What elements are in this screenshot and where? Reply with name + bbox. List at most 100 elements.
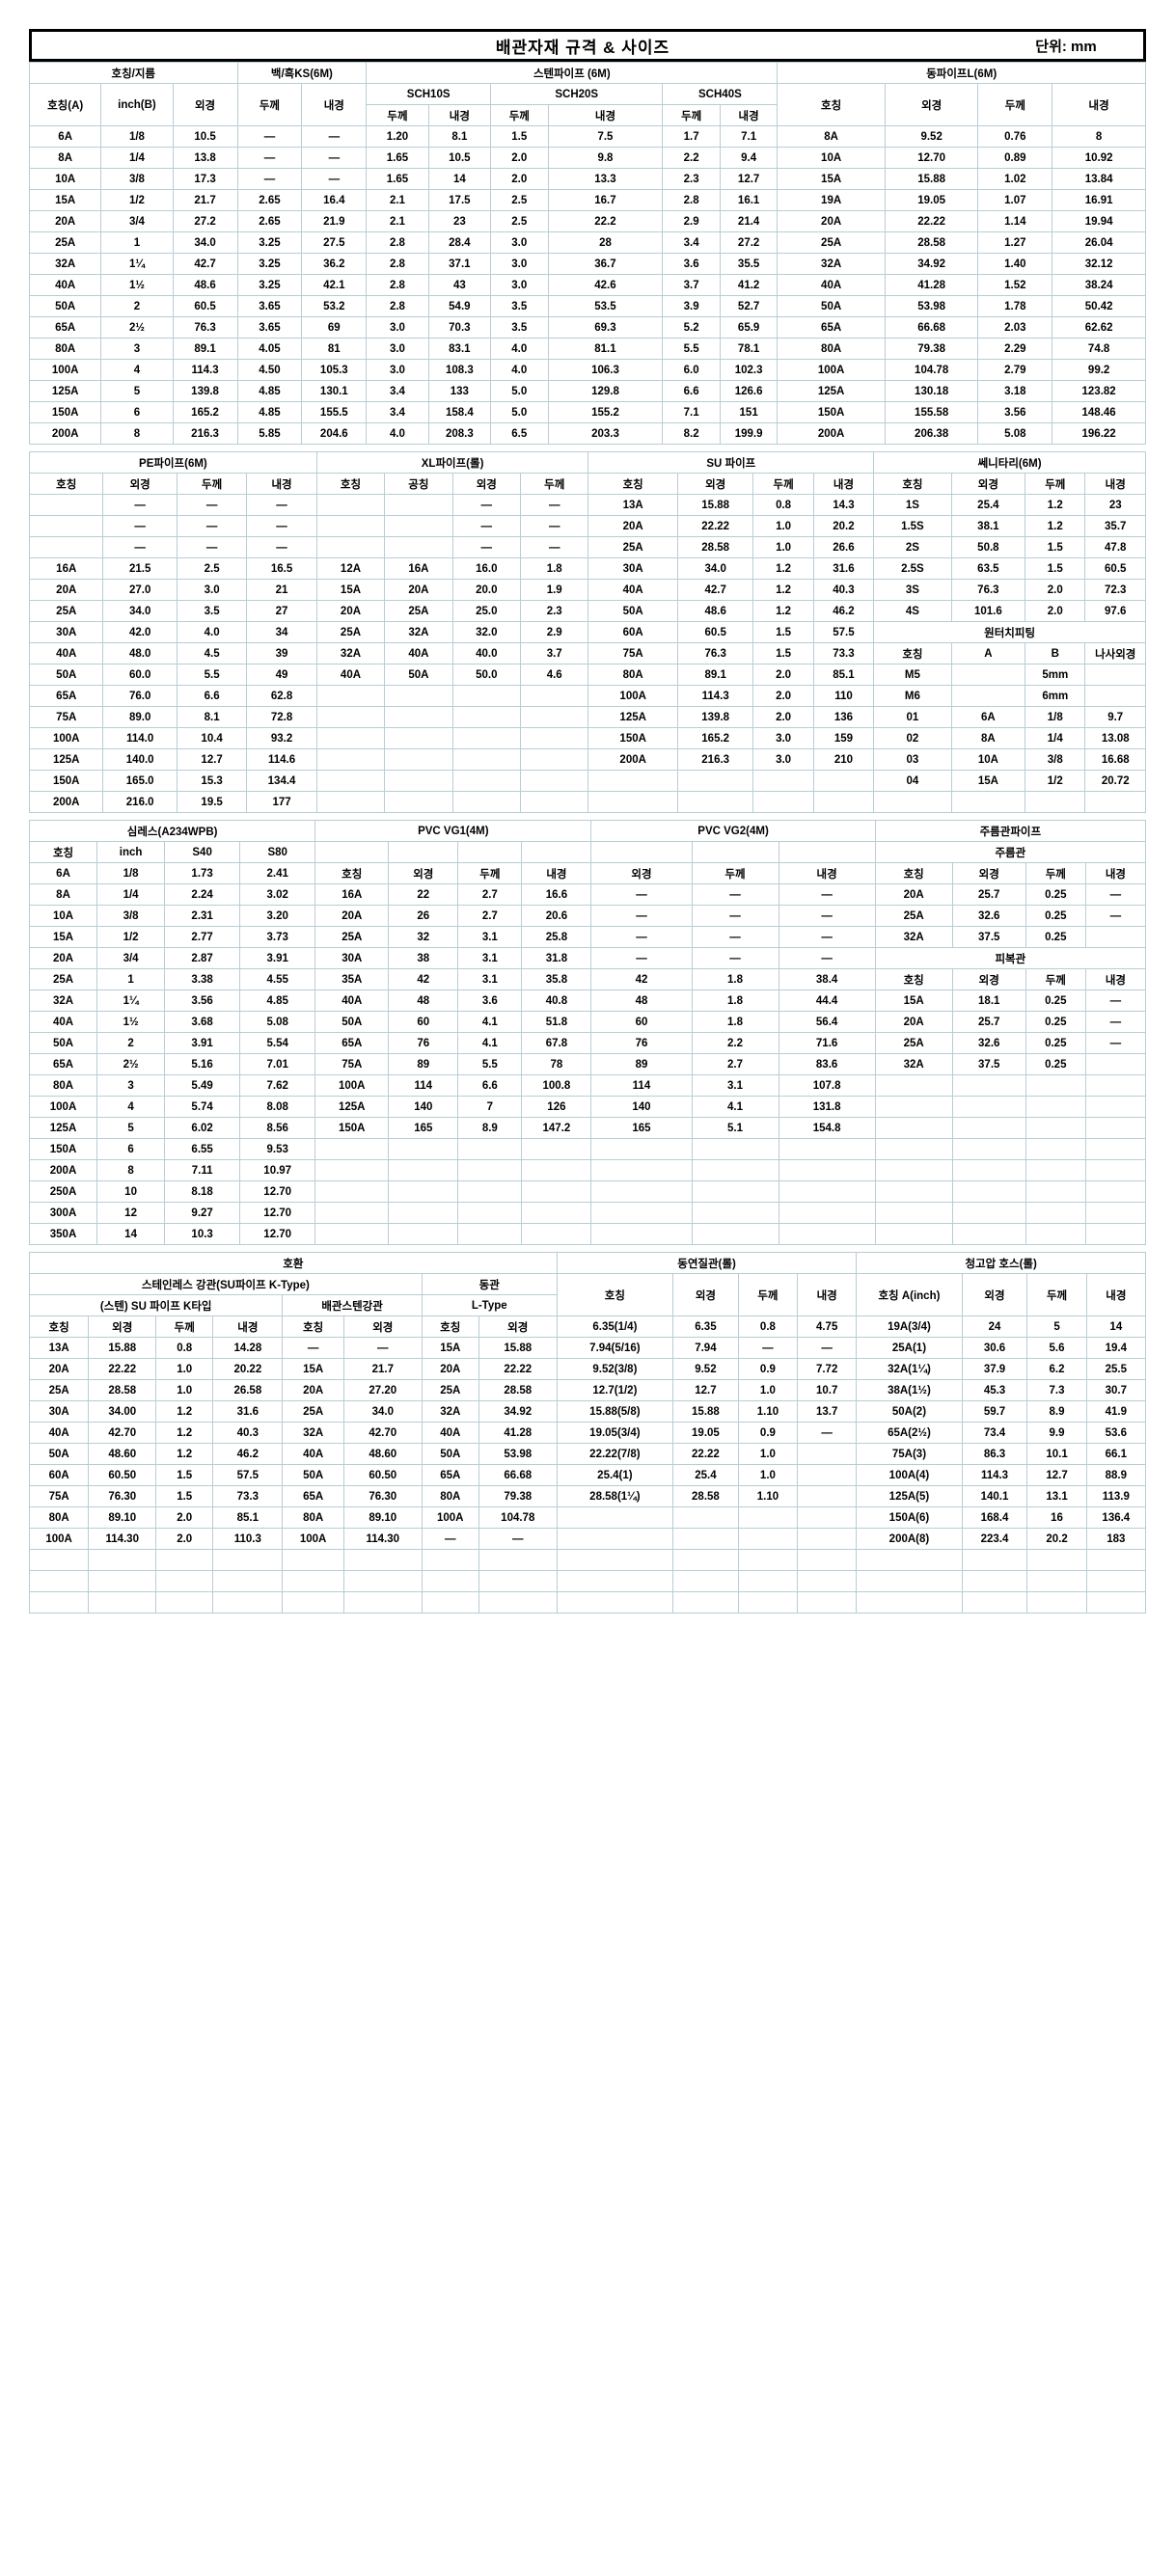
data-cell: 3.5 bbox=[490, 316, 549, 339]
data-cell bbox=[874, 1138, 953, 1160]
data-cell bbox=[315, 748, 386, 771]
data-cell: 12.7(1/2) bbox=[556, 1379, 674, 1401]
data-cell: 165 bbox=[388, 1117, 459, 1139]
data-cell bbox=[388, 1180, 459, 1203]
table-row: 100A 114.0 10.4 93.2 150A 165.2 3.0 159 02 8A 1/4 1… bbox=[28, 727, 1146, 749]
data-cell: 19.05(3/4) bbox=[556, 1422, 674, 1444]
data-cell: 3.91 bbox=[239, 947, 316, 969]
data-cell: 14 bbox=[427, 168, 492, 190]
data-cell: 22.22 bbox=[676, 515, 754, 537]
data-cell: 8A bbox=[28, 147, 102, 169]
data-cell: 42.7 bbox=[172, 253, 238, 275]
data-cell: 48.60 bbox=[88, 1443, 157, 1465]
data-cell: 3.9 bbox=[662, 295, 721, 317]
data-cell: 10.97 bbox=[239, 1159, 316, 1181]
table-row: 30A 42.0 4.0 34 25A 32A 32.0 2.9 60A 60.5 1.5 57.5 원… bbox=[28, 621, 1146, 643]
section-header-nominal: 호칭/지름 bbox=[29, 62, 238, 84]
data-cell: 34.0 bbox=[172, 231, 238, 254]
data-cell: 65A bbox=[421, 1464, 479, 1486]
data-cell: 204.6 bbox=[301, 422, 368, 445]
data-cell: 125A bbox=[314, 1096, 390, 1118]
data-cell: 48.0 bbox=[102, 642, 178, 664]
data-cell: 30A bbox=[28, 1400, 90, 1423]
data-cell: 1.5 bbox=[1025, 557, 1086, 580]
data-cell: 37.5 bbox=[951, 926, 1026, 948]
data-cell: 2.2 bbox=[662, 147, 721, 169]
data-cell: 3.56 bbox=[977, 401, 1053, 423]
col-copper-outer: 외경 bbox=[884, 83, 979, 126]
col-pibok: 두께 bbox=[1025, 968, 1086, 990]
data-cell: 19.05 bbox=[672, 1422, 739, 1444]
data-cell bbox=[556, 1528, 674, 1550]
data-cell: 01 bbox=[873, 706, 952, 728]
data-cell: — bbox=[176, 515, 248, 537]
data-cell: 57.5 bbox=[812, 621, 875, 643]
data-cell: 12.7 bbox=[1026, 1464, 1087, 1486]
data-cell bbox=[457, 1159, 523, 1181]
data-cell: 40A bbox=[282, 1443, 344, 1465]
table-row: 60A 60.50 1.5 57.5 50A 60.50 65A 66.68 25.4(1) 25… bbox=[28, 1464, 1147, 1486]
col-jureum: 두께 bbox=[1025, 862, 1086, 884]
data-cell: 8 bbox=[1052, 125, 1146, 148]
data-cell: 25.7 bbox=[951, 883, 1026, 906]
data-cell: 25.4 bbox=[672, 1464, 739, 1486]
data-cell: 22.22 bbox=[88, 1358, 157, 1380]
data-cell: 28.58(1¼) bbox=[556, 1485, 674, 1507]
col-pibok: 내경 bbox=[1084, 968, 1147, 990]
data-cell bbox=[874, 1159, 953, 1181]
data-cell bbox=[556, 1591, 674, 1613]
data-cell: 148.46 bbox=[1052, 401, 1146, 423]
data-cell bbox=[478, 1549, 558, 1571]
data-cell: — bbox=[691, 905, 779, 927]
table-row: 25A 28.58 1.0 26.58 20A 27.20 25A 28.58 12.7(1/2… bbox=[28, 1379, 1147, 1401]
data-cell bbox=[315, 706, 386, 728]
data-cell: — bbox=[778, 947, 876, 969]
data-cell: 43 bbox=[427, 274, 492, 296]
data-cell: 32A bbox=[282, 1422, 344, 1444]
data-cell: 216.3 bbox=[172, 422, 238, 445]
data-cell: 30A bbox=[314, 947, 390, 969]
table-row: 호칭 외경 두께 내경 호칭 외경 호칭 외경 6.35(1/4) 6.35 0.8 4.75 19A(… bbox=[28, 1315, 1147, 1338]
data-cell: 1¼ bbox=[96, 990, 166, 1012]
data-cell: 4.0 bbox=[176, 621, 248, 643]
data-cell bbox=[384, 706, 453, 728]
data-cell: 35A bbox=[314, 968, 390, 990]
table-row: 80A 3 89.1 4.05 81 3.0 83.1 4.0 81.1 5.5 78.1 80A 79… bbox=[28, 338, 1146, 360]
data-cell: 20A bbox=[384, 579, 453, 601]
data-cell bbox=[212, 1549, 284, 1571]
data-cell: 25.7 bbox=[951, 1011, 1026, 1033]
data-cell: 5 bbox=[96, 1117, 166, 1139]
table-row: 20A 3/4 2.87 3.91 30A 38 3.1 31.8— — — 피복관 bbox=[28, 947, 1147, 969]
data-cell: 4 bbox=[100, 359, 174, 381]
data-cell: 1.65 bbox=[366, 168, 429, 190]
data-cell bbox=[315, 791, 386, 813]
table-row: 200A 8 216.3 5.85 204.6 4.0 208.3 6.5 203.3 8.2 19… bbox=[28, 422, 1146, 445]
table-row: 40A 1½ 3.68 5.08 50A 60 4.1 51.8 60 1.8 56.4 20A 25.… bbox=[28, 1011, 1147, 1033]
data-cell bbox=[315, 494, 386, 516]
data-cell: 38.1 bbox=[950, 515, 1026, 537]
data-cell bbox=[1085, 1549, 1147, 1571]
data-cell: 1.2 bbox=[752, 600, 814, 622]
data-cell: 150A bbox=[588, 727, 678, 749]
data-cell: 20.72 bbox=[1084, 770, 1146, 792]
data-cell: 6.35 bbox=[672, 1315, 739, 1338]
data-cell: 26.58 bbox=[212, 1379, 284, 1401]
data-cell: 50A bbox=[28, 295, 102, 317]
data-cell: 3.56 bbox=[164, 990, 241, 1012]
data-cell: 42.0 bbox=[102, 621, 178, 643]
data-cell: 5.0 bbox=[490, 401, 549, 423]
data-cell: 50A bbox=[384, 664, 453, 686]
data-cell: — bbox=[246, 536, 317, 558]
data-cell: 102.3 bbox=[719, 359, 779, 381]
data-cell: 7.11 bbox=[164, 1159, 241, 1181]
data-cell: 3 bbox=[100, 338, 174, 360]
data-cell: 2.8 bbox=[366, 295, 429, 317]
data-cell: 65A bbox=[282, 1485, 344, 1507]
data-cell: 83.1 bbox=[427, 338, 492, 360]
data-cell: 83.6 bbox=[778, 1053, 876, 1075]
data-cell bbox=[737, 1506, 799, 1529]
data-cell: 65.9 bbox=[719, 316, 779, 339]
data-cell bbox=[457, 1223, 523, 1245]
data-cell: 27.20 bbox=[342, 1379, 423, 1401]
data-cell: 69.3 bbox=[547, 316, 664, 339]
